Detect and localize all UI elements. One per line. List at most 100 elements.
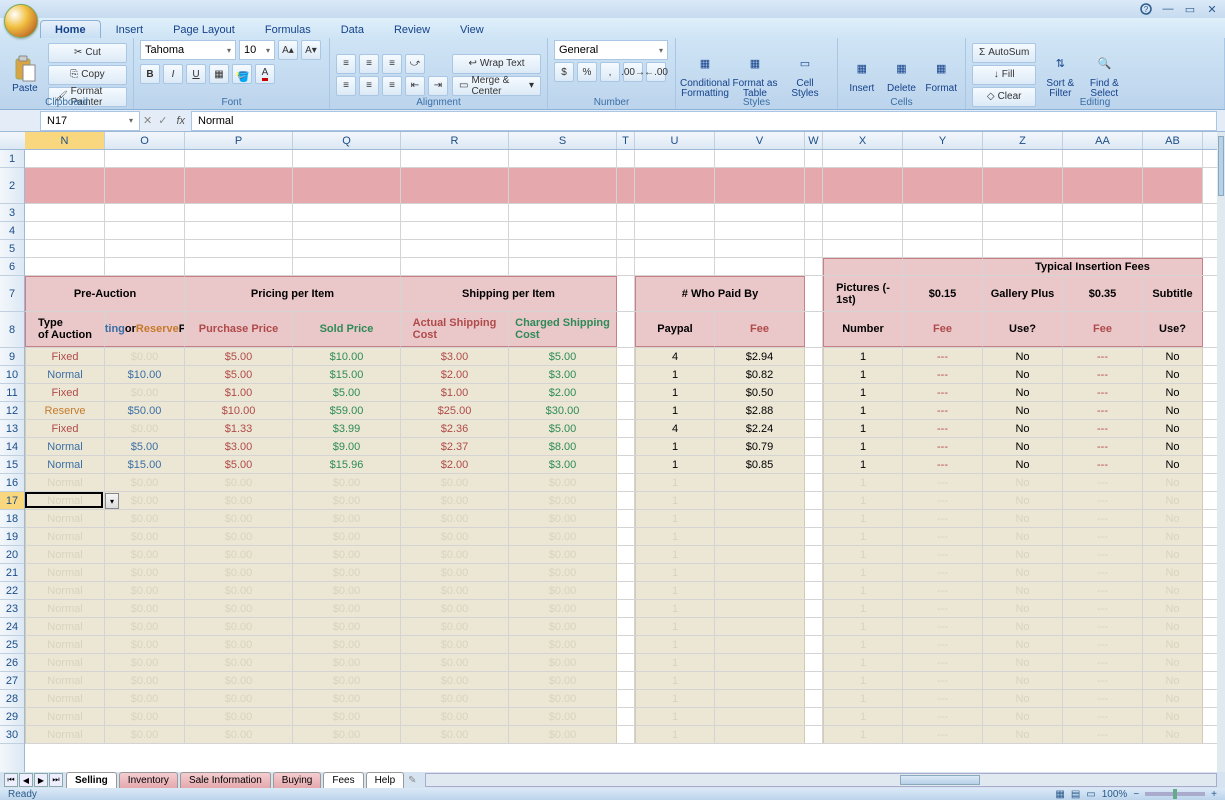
cell-fee015[interactable]: --- — [903, 672, 983, 689]
cell-start[interactable]: $15.00 — [105, 456, 185, 473]
cell[interactable] — [401, 150, 509, 167]
header-pre-auction[interactable]: Pre-Auction — [25, 276, 185, 311]
cell-type[interactable]: Normal — [25, 510, 105, 527]
cell-fee[interactable] — [715, 654, 805, 671]
cell-actual[interactable]: $0.00 — [401, 600, 509, 617]
format-cells-button[interactable]: ▦Format — [923, 48, 959, 102]
header-sold[interactable]: Sold Price — [293, 312, 401, 347]
row-header[interactable]: 29 — [0, 708, 24, 726]
cell[interactable] — [1063, 204, 1143, 221]
cell-gallery[interactable]: No — [983, 582, 1063, 599]
cell-fee035[interactable]: --- — [1063, 348, 1143, 365]
cell[interactable] — [293, 222, 401, 239]
cell-purchase[interactable]: $0.00 — [185, 654, 293, 671]
cell-purchase[interactable]: $1.00 — [185, 384, 293, 401]
fill-button[interactable]: ↓ Fill — [972, 65, 1036, 85]
cell[interactable] — [823, 258, 903, 275]
cell-start[interactable]: $0.00 — [105, 492, 185, 509]
cell[interactable] — [823, 150, 903, 167]
cell-paypal[interactable]: 1 — [635, 600, 715, 617]
cell-gallery[interactable]: No — [983, 708, 1063, 725]
cell[interactable] — [903, 222, 983, 239]
cell-fee035[interactable]: --- — [1063, 528, 1143, 545]
cell-number[interactable]: 1 — [823, 510, 903, 527]
delete-cells-button[interactable]: ▦Delete — [884, 48, 920, 102]
cell-type[interactable]: Normal — [25, 582, 105, 599]
cell-sold[interactable]: $0.00 — [293, 726, 401, 743]
cell-sold[interactable]: $0.00 — [293, 708, 401, 725]
row-header[interactable]: 24 — [0, 618, 24, 636]
row-header[interactable]: 11 — [0, 384, 24, 402]
cell-actual[interactable]: $0.00 — [401, 474, 509, 491]
cell-fee035[interactable]: --- — [1063, 420, 1143, 437]
cell-fee015[interactable]: --- — [903, 384, 983, 401]
header-use2[interactable]: Use? — [1143, 312, 1203, 347]
font-color-button[interactable]: A — [255, 64, 275, 84]
cell-charged[interactable]: $0.00 — [509, 546, 617, 563]
cell-charged[interactable]: $3.00 — [509, 366, 617, 383]
cell-start[interactable]: $0.00 — [105, 708, 185, 725]
cell-subtitle[interactable]: No — [1143, 708, 1203, 725]
column-header[interactable]: X — [823, 132, 903, 149]
cell[interactable] — [823, 222, 903, 239]
row-header[interactable]: 15 — [0, 456, 24, 474]
cell-fee[interactable] — [715, 510, 805, 527]
cell[interactable] — [617, 708, 635, 725]
cell-purchase[interactable]: $0.00 — [185, 708, 293, 725]
cell-subtitle[interactable]: No — [1143, 690, 1203, 707]
cell-subtitle[interactable]: No — [1143, 474, 1203, 491]
cell-actual[interactable]: $0.00 — [401, 618, 509, 635]
cell-type[interactable]: Normal — [25, 564, 105, 581]
cell-gallery[interactable]: No — [983, 492, 1063, 509]
cell-type[interactable]: Normal — [25, 366, 105, 383]
cell-start[interactable]: $50.00 — [105, 402, 185, 419]
cell[interactable] — [617, 474, 635, 491]
column-header[interactable]: AA — [1063, 132, 1143, 149]
cell[interactable] — [1063, 222, 1143, 239]
cell-gallery[interactable]: No — [983, 690, 1063, 707]
cell[interactable] — [617, 510, 635, 527]
cell-start[interactable]: $0.00 — [105, 420, 185, 437]
cell-charged[interactable]: $0.00 — [509, 618, 617, 635]
cell-type[interactable]: Normal — [25, 654, 105, 671]
row-header[interactable]: 18 — [0, 510, 24, 528]
cell[interactable] — [401, 240, 509, 257]
row-header[interactable]: 6 — [0, 258, 24, 276]
cell-paypal[interactable]: 1 — [635, 618, 715, 635]
header-paid-by[interactable]: # Who Paid By — [635, 276, 805, 311]
cell-type[interactable]: Normal — [25, 600, 105, 617]
cell[interactable] — [509, 150, 617, 167]
cell-fee035[interactable]: --- — [1063, 456, 1143, 473]
cell-number[interactable]: 1 — [823, 492, 903, 509]
cell[interactable] — [617, 168, 635, 203]
cell-start[interactable]: $0.00 — [105, 348, 185, 365]
cell-number[interactable]: 1 — [823, 438, 903, 455]
cell-number[interactable]: 1 — [823, 420, 903, 437]
cell-fee035[interactable]: --- — [1063, 564, 1143, 581]
cell-fee[interactable]: $2.24 — [715, 420, 805, 437]
grid[interactable]: Typical Insertion FeesPre-AuctionPricing… — [25, 150, 1217, 772]
cell[interactable] — [617, 204, 635, 221]
cell-fee015[interactable]: --- — [903, 456, 983, 473]
cell[interactable] — [617, 312, 635, 347]
zoom-in-icon[interactable]: + — [1211, 789, 1217, 800]
cell-fee015[interactable]: --- — [903, 726, 983, 743]
row-header[interactable]: 16 — [0, 474, 24, 492]
align-right-button[interactable]: ≡ — [382, 76, 402, 96]
worksheet[interactable]: NOPQRSTUVWXYZAAAB 1234567891011121314151… — [0, 132, 1217, 772]
cell-sold[interactable]: $0.00 — [293, 528, 401, 545]
cell-start[interactable]: $0.00 — [105, 654, 185, 671]
cell-subtitle[interactable]: No — [1143, 384, 1203, 401]
cell[interactable] — [617, 240, 635, 257]
cell[interactable] — [805, 474, 823, 491]
cell-sold[interactable]: $9.00 — [293, 438, 401, 455]
cell-charged[interactable]: $0.00 — [509, 690, 617, 707]
cell-sold[interactable]: $0.00 — [293, 690, 401, 707]
cell-fee[interactable] — [715, 636, 805, 653]
percent-button[interactable]: % — [577, 62, 597, 82]
cell-subtitle[interactable]: No — [1143, 546, 1203, 563]
cell[interactable] — [805, 366, 823, 383]
cell-gallery[interactable]: No — [983, 510, 1063, 527]
cell[interactable] — [293, 240, 401, 257]
cell-paypal[interactable]: 1 — [635, 546, 715, 563]
